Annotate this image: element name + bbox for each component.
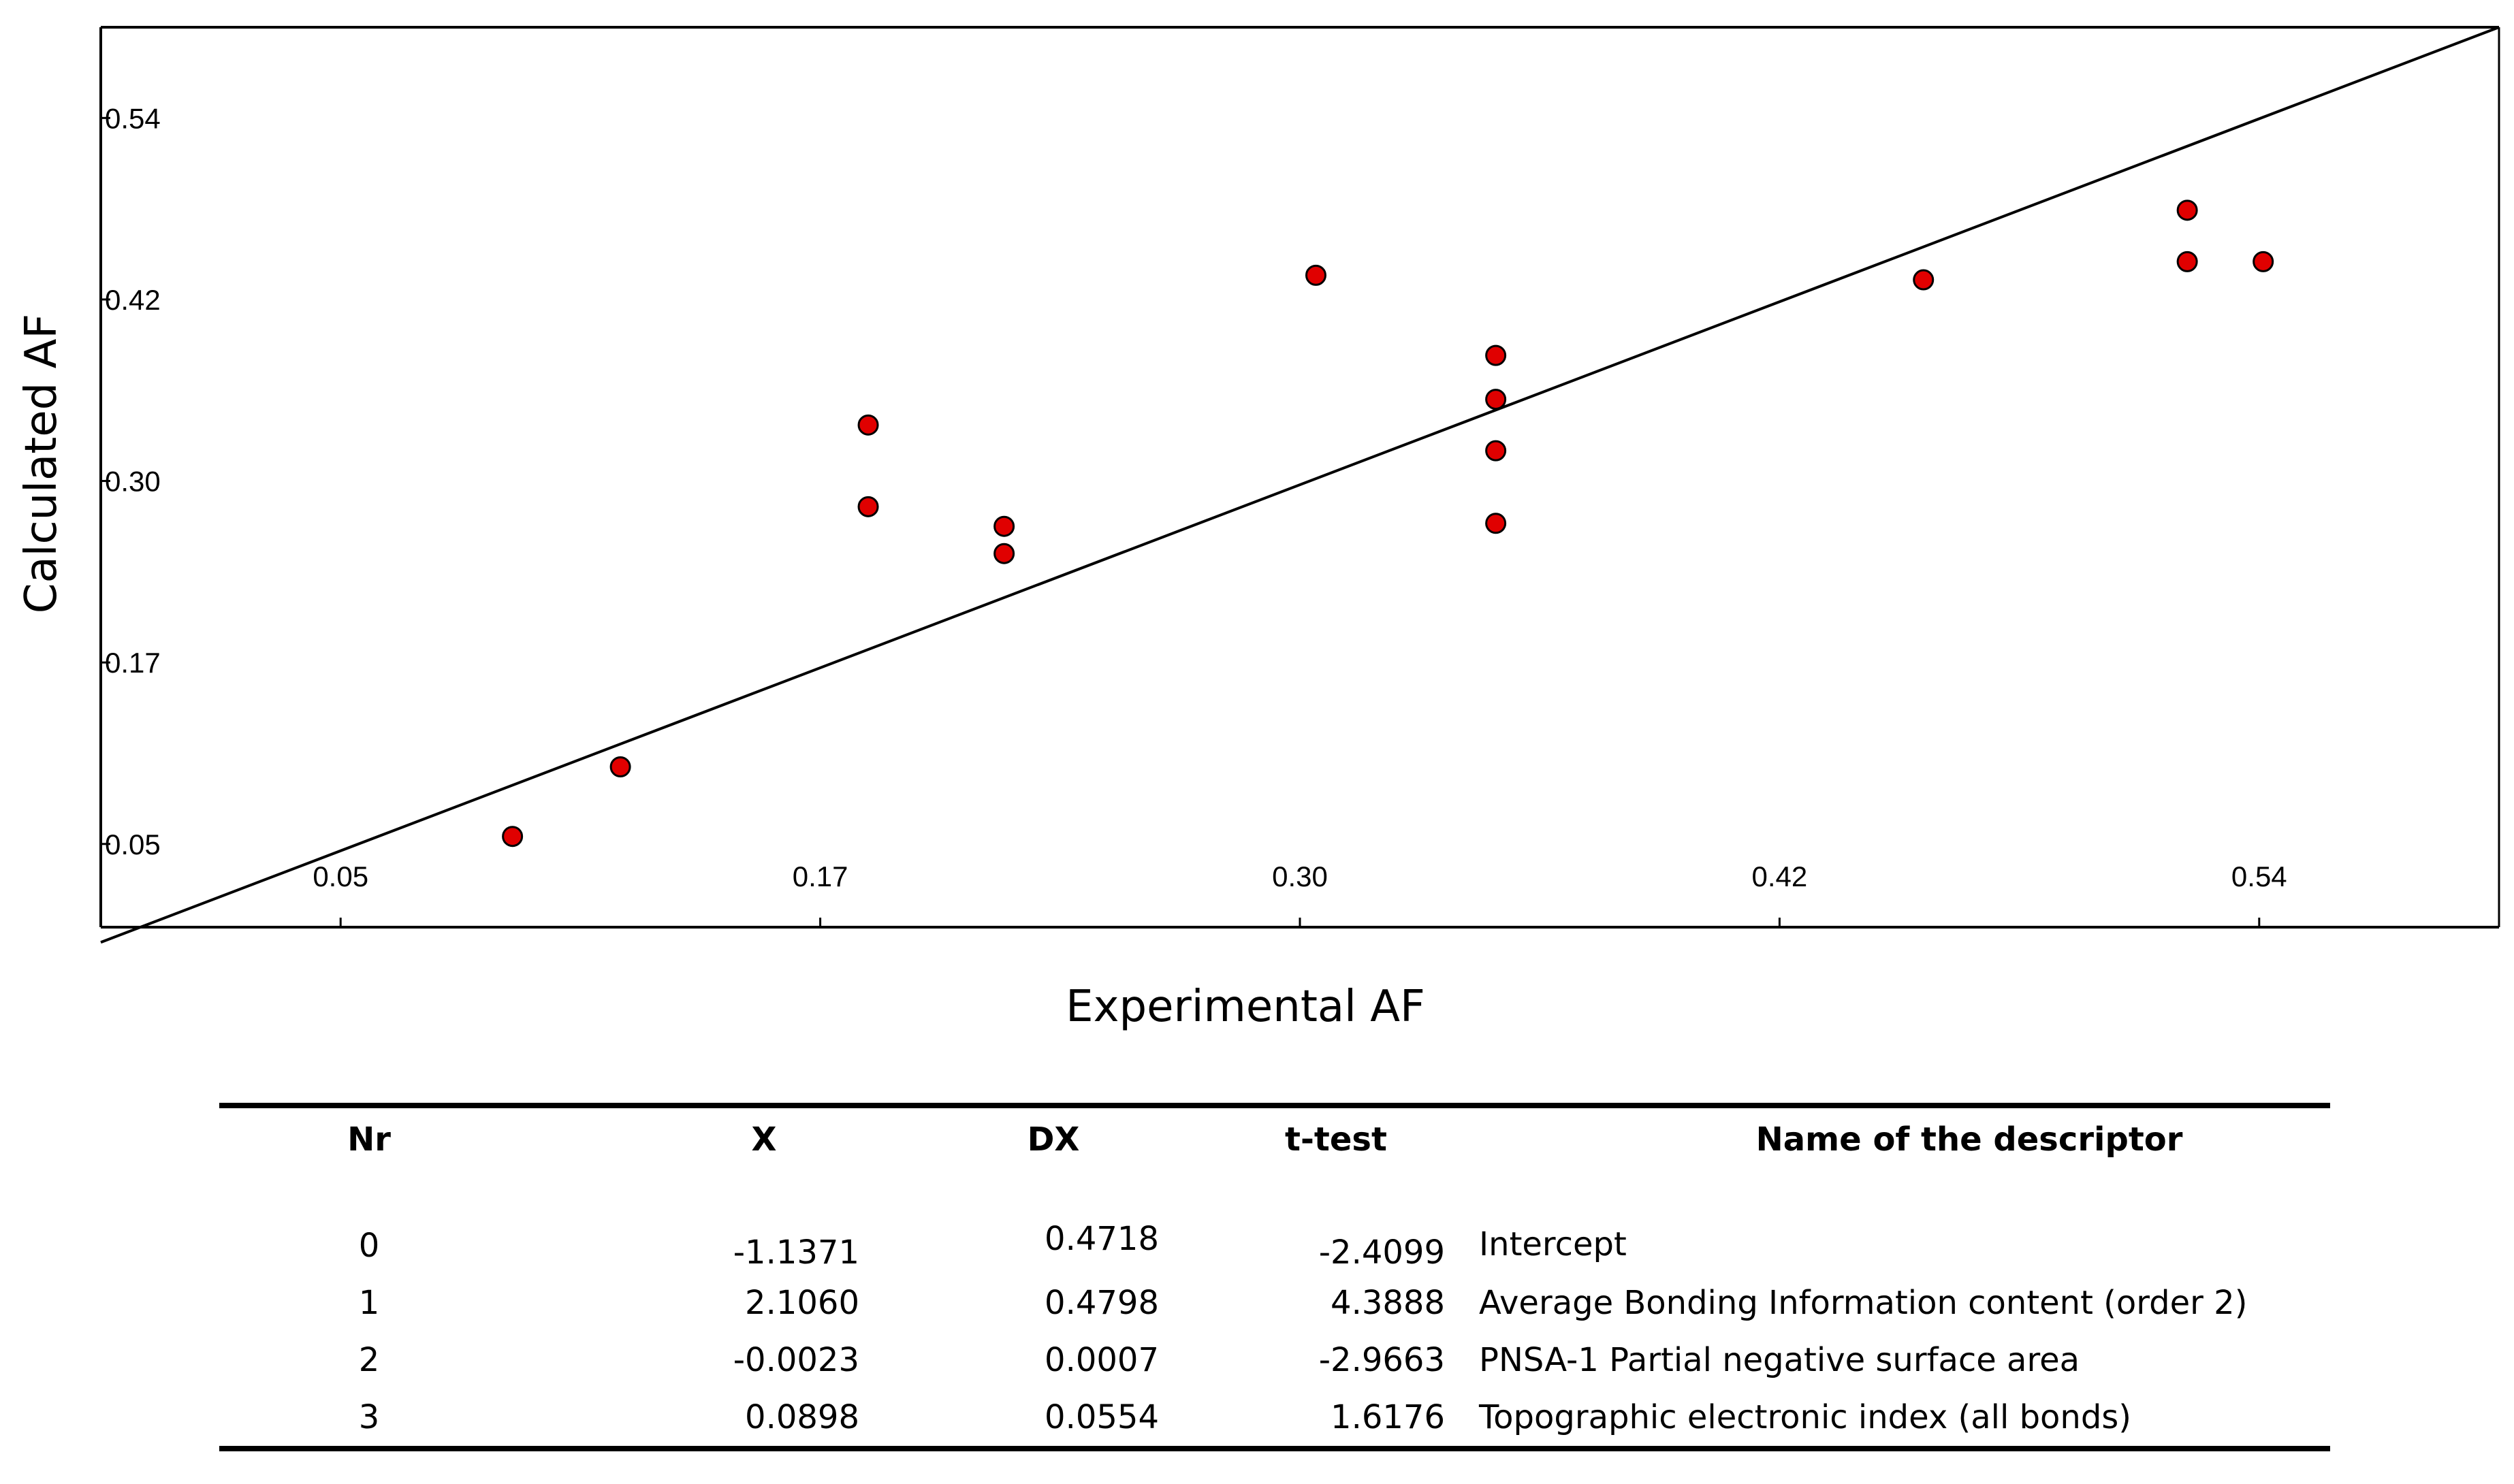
row-2-descriptor: PNSA-1 Partial negative surface area bbox=[1479, 1341, 2080, 1379]
y-tick-label: 0.42 bbox=[105, 284, 161, 316]
row-3-t-test: 1.6176 bbox=[1331, 1398, 1445, 1436]
x-axis-title: Experimental AF bbox=[1066, 982, 1425, 1032]
y-axis-title: Calculated AF bbox=[16, 314, 67, 613]
x-tick-label: 0.42 bbox=[1752, 860, 1808, 892]
x-tick-label: 0.17 bbox=[793, 860, 848, 892]
regression-line-group bbox=[100, 26, 2500, 944]
y-axis-ticks: 0.54 0.42 0.30 0.17 0.05 bbox=[101, 102, 161, 860]
y-tick-label: 0.05 bbox=[105, 828, 161, 860]
table-bottom-rule bbox=[219, 1446, 2330, 1451]
data-point bbox=[1913, 269, 1935, 291]
data-point bbox=[609, 756, 631, 777]
header-x: X bbox=[751, 1120, 777, 1159]
y-tick-label: 0.17 bbox=[105, 647, 161, 679]
data-point bbox=[1485, 513, 1507, 534]
row-1-dx: 0.4798 bbox=[1045, 1284, 1159, 1322]
y-tick-label: 0.30 bbox=[105, 466, 161, 498]
x-tick-label: 0.05 bbox=[313, 860, 368, 892]
row-0-descriptor: Intercept bbox=[1479, 1225, 1627, 1263]
data-point bbox=[857, 414, 879, 436]
row-3-dx: 0.0554 bbox=[1045, 1398, 1159, 1436]
header-dx: DX bbox=[1027, 1120, 1080, 1159]
scatter-chart: 0.540.420.300.170.05 0.05 0.17 0.30 0.42 0.5… bbox=[16, 26, 2500, 1032]
data-point bbox=[2176, 251, 2198, 272]
data-points bbox=[502, 199, 2274, 848]
row-1-x: 2.1060 bbox=[745, 1284, 859, 1322]
row-2-x: -0.0023 bbox=[733, 1341, 859, 1379]
regression-line bbox=[100, 26, 2500, 944]
row-2-nr: 2 bbox=[358, 1341, 380, 1379]
row-1-t-test: 4.3888 bbox=[1331, 1284, 1445, 1322]
row-0-nr: 0 bbox=[358, 1227, 380, 1265]
y-tick-label: 0.54 bbox=[105, 102, 161, 134]
row-0-t-test: -2.4099 bbox=[1318, 1233, 1445, 1272]
x-tick-label: 0.54 bbox=[2231, 860, 2287, 892]
data-point bbox=[993, 515, 1015, 537]
row-0-dx: 0.4718 bbox=[1045, 1220, 1159, 1258]
data-point bbox=[1485, 440, 1507, 462]
data-point bbox=[993, 543, 1015, 564]
row-0-x: -1.1371 bbox=[733, 1233, 859, 1272]
row-3-nr: 3 bbox=[358, 1398, 380, 1436]
header-t-test: t-test bbox=[1285, 1120, 1387, 1159]
row-3-x: 0.0898 bbox=[745, 1398, 859, 1436]
data-point bbox=[1485, 344, 1507, 366]
table-top-rule bbox=[219, 1103, 2330, 1108]
row-3-descriptor: Topographic electronic index (all bonds) bbox=[1479, 1398, 2132, 1436]
x-axis-ticks: 0.05 0.17 0.30 0.42 0.54 bbox=[313, 860, 2287, 927]
row-1-nr: 1 bbox=[358, 1284, 380, 1322]
plot-frame bbox=[99, 26, 2500, 929]
x-tick-label: 0.30 bbox=[1272, 860, 1328, 892]
header-nr: Nr bbox=[347, 1120, 391, 1159]
data-point bbox=[1485, 389, 1507, 410]
header-descriptor-name: Name of the descriptor bbox=[1755, 1120, 2183, 1159]
data-point bbox=[857, 496, 879, 517]
data-point bbox=[2176, 199, 2198, 221]
row-1-descriptor: Average Bonding Information content (ord… bbox=[1479, 1284, 2248, 1322]
row-2-dx: 0.0007 bbox=[1045, 1341, 1159, 1379]
row-2-t-test: -2.9663 bbox=[1318, 1341, 1445, 1379]
descriptor-table: Nr X DX t-test Name of the descriptor 0 … bbox=[219, 1103, 2330, 1457]
data-point bbox=[2253, 251, 2274, 272]
data-point bbox=[502, 826, 524, 848]
data-point bbox=[1305, 264, 1326, 286]
